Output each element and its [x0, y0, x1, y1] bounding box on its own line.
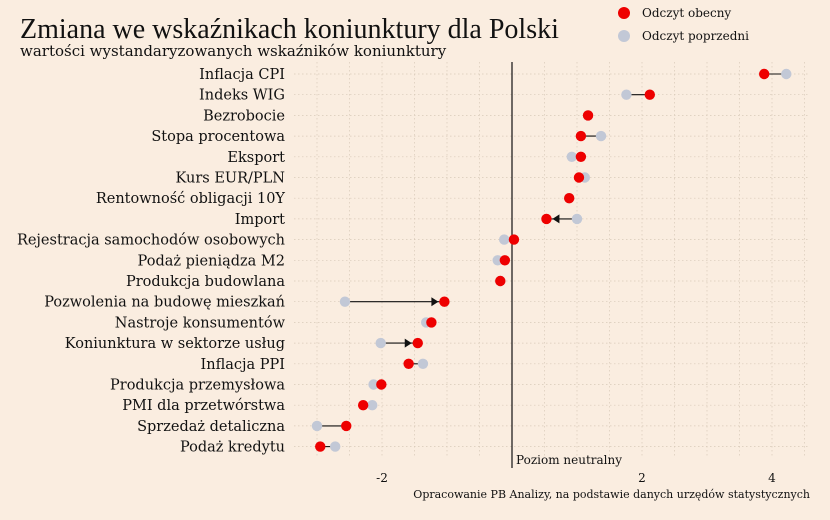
category-label: Rejestracja samochodów osobowych [17, 233, 285, 249]
change-arrowhead [431, 297, 439, 307]
previous-value-point [492, 255, 503, 266]
category-label: Indeks WIG [199, 88, 285, 104]
chart-caption: Opracowanie PB Analizy, na podstawie dan… [413, 488, 810, 501]
change-arrowhead [404, 338, 412, 348]
chart-title: Zmiana we wskaźnikach koniunktury dla Po… [20, 14, 559, 45]
current-value-point [575, 130, 587, 142]
current-value-point [412, 337, 423, 349]
current-value-point [759, 68, 770, 80]
legend-previous-marker [618, 30, 630, 42]
previous-value-point [311, 420, 323, 432]
category-label: Bezrobocie [203, 108, 285, 124]
category-label: Inflacja CPI [199, 67, 285, 83]
category-label: Podaż pieniądza M2 [138, 253, 285, 269]
category-label: Produkcja przemysłowa [110, 378, 285, 394]
category-label: Produkcja budowlana [126, 274, 285, 290]
category-label: Sprzedaż detaliczna [137, 419, 285, 435]
current-value-point [426, 317, 437, 328]
current-value-point [582, 110, 594, 121]
legend: Odczyt obecny Odczyt poprzedni [618, 6, 749, 43]
change-arrowhead [552, 214, 560, 224]
current-value-point [573, 172, 585, 183]
previous-value-point [595, 130, 607, 142]
current-value-point [357, 400, 369, 411]
current-value-point [499, 255, 511, 266]
current-value-point [439, 296, 450, 307]
category-label: PMI dla przetwórstwa [122, 398, 285, 414]
category-label: Podaż kredytu [180, 440, 285, 456]
category-label: Nastroje konsumentów [115, 315, 286, 331]
category-label: Stopa procentowa [151, 129, 285, 145]
previous-value-point [781, 68, 792, 80]
neutral-level-label: Poziom neutralny [516, 453, 622, 467]
current-value-point [376, 379, 387, 390]
previous-value-point [571, 213, 583, 225]
x-tick-label: -2 [376, 471, 388, 485]
current-value-point [564, 193, 575, 204]
category-label: Eksport [227, 150, 285, 166]
current-value-point [508, 234, 520, 245]
category-label: Rentowność obligacji 10Y [96, 191, 286, 207]
legend-current-marker [618, 7, 630, 19]
previous-value-point [621, 89, 632, 100]
current-value-point [644, 89, 655, 100]
current-value-point [541, 213, 552, 225]
previous-value-point [566, 151, 577, 162]
previous-value-point [499, 234, 510, 245]
category-label: Inflacja PPI [201, 357, 286, 373]
previous-value-point [330, 441, 341, 452]
grid [294, 62, 808, 468]
previous-value-point [367, 400, 378, 411]
current-value-point [495, 275, 506, 287]
current-value-point [575, 151, 587, 162]
x-tick-label: 2 [638, 471, 646, 485]
chart-subtitle: wartości wystandaryzowanych wskaźników k… [20, 42, 447, 60]
current-value-point [403, 358, 414, 369]
legend-previous-label: Odczyt poprzedni [642, 29, 749, 43]
category-label: Pozwolenia na budowę mieszkań [44, 295, 285, 311]
x-tick-label: 4 [768, 471, 776, 485]
category-label: Kurs EUR/PLN [175, 171, 285, 187]
data-marks [311, 68, 792, 452]
x-axis-ticks: -2 2 4 [376, 471, 776, 485]
current-value-point [315, 441, 326, 452]
category-labels: Inflacja CPI Indeks WIG Bezrobocie Stopa pr… [17, 67, 286, 456]
current-value-point [341, 420, 352, 432]
previous-value-point [417, 358, 429, 369]
previous-value-point [375, 337, 386, 349]
category-label: Koniunktura w sektorze usług [65, 336, 285, 352]
previous-value-point [339, 296, 351, 307]
previous-value-point [368, 379, 379, 390]
category-label: Import [235, 212, 285, 228]
legend-current-label: Odczyt obecny [642, 6, 731, 20]
